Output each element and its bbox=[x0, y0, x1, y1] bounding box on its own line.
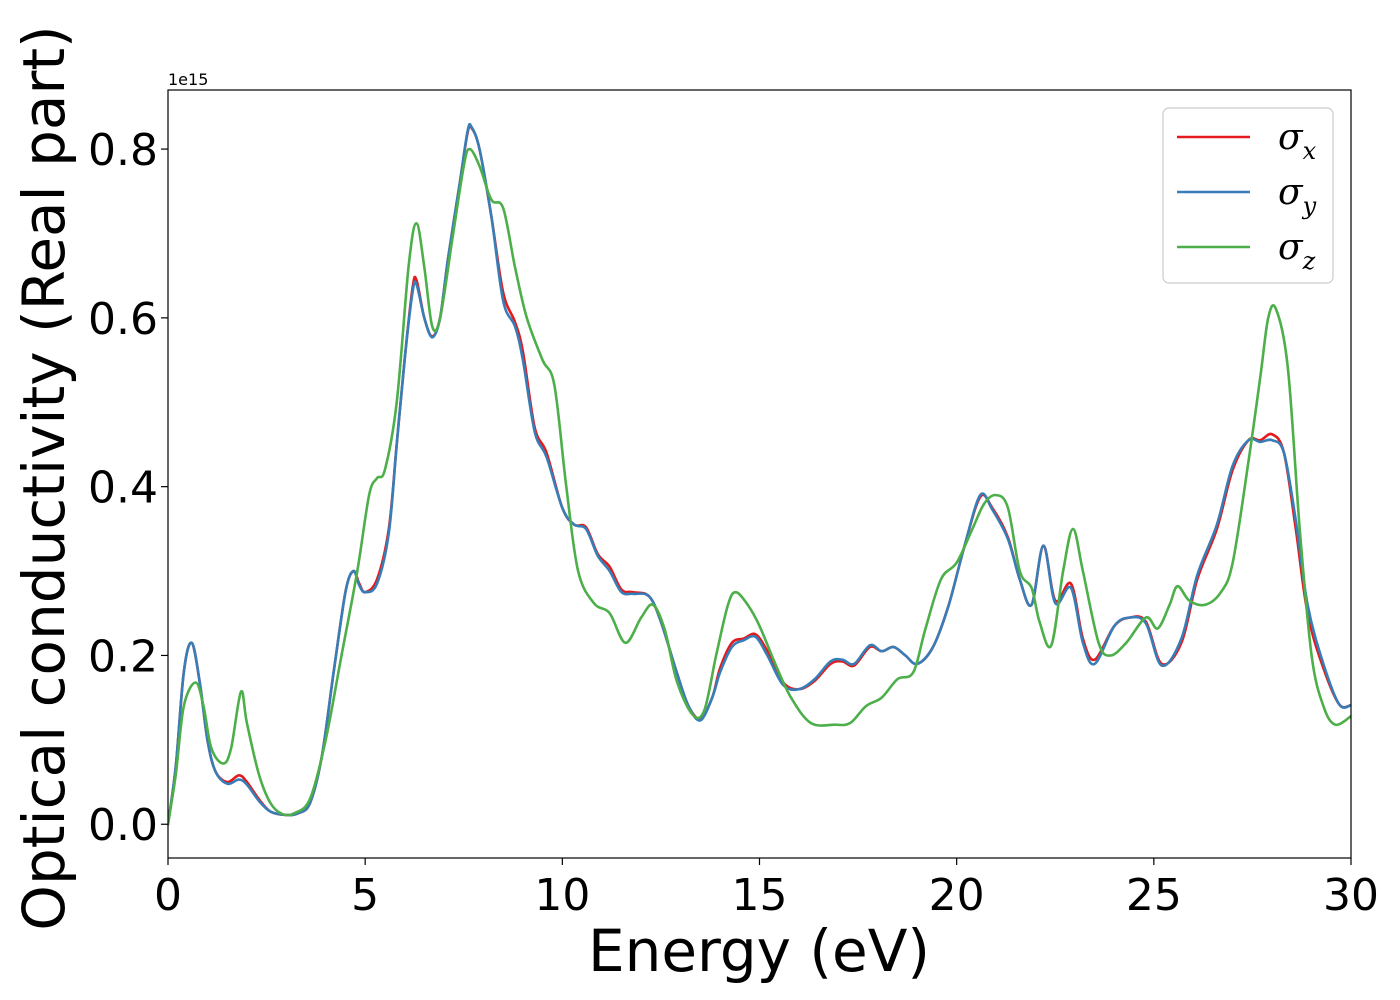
legend-box bbox=[1162, 107, 1334, 284]
x-tick-label: 10 bbox=[534, 870, 590, 921]
x-tick-label: 5 bbox=[351, 870, 379, 921]
legend-symbol: σ bbox=[1278, 117, 1304, 158]
legend-label-y: σy bbox=[1278, 172, 1317, 220]
y-axis-ticks: 0.0 0.2 0.4 0.6 0.8 bbox=[88, 125, 168, 851]
legend-symbol: σ bbox=[1278, 172, 1304, 213]
legend-subscript: y bbox=[1302, 192, 1317, 220]
y-tick-label: 0.8 bbox=[88, 125, 158, 176]
y-tick-label: 0.6 bbox=[88, 294, 158, 345]
y-tick-label: 0.4 bbox=[88, 463, 158, 514]
y-tick-label: 0.2 bbox=[88, 631, 158, 682]
x-tick-label: 20 bbox=[929, 870, 985, 921]
y-axis-title: Optical conductivity (Real part) bbox=[10, 25, 78, 930]
legend-subscript: z bbox=[1302, 247, 1316, 275]
x-tick-label: 15 bbox=[732, 870, 788, 921]
x-tick-label: 25 bbox=[1126, 870, 1182, 921]
series-line-z bbox=[168, 147, 1351, 826]
series-layer bbox=[168, 122, 1351, 826]
legend-label-z: σz bbox=[1278, 227, 1316, 275]
legend-subscript: x bbox=[1303, 137, 1317, 165]
legend-symbol: σ bbox=[1278, 227, 1304, 268]
x-tick-label: 30 bbox=[1323, 870, 1379, 921]
x-axis-ticks: 0 5 10 15 20 25 30 bbox=[154, 858, 1379, 921]
legend-label-x: σx bbox=[1278, 117, 1317, 165]
y-offset-label: 1e15 bbox=[168, 70, 208, 89]
x-tick-label: 0 bbox=[154, 870, 182, 921]
y-tick-label: 0.0 bbox=[88, 800, 158, 851]
x-axis-title: Energy (eV) bbox=[588, 917, 930, 985]
